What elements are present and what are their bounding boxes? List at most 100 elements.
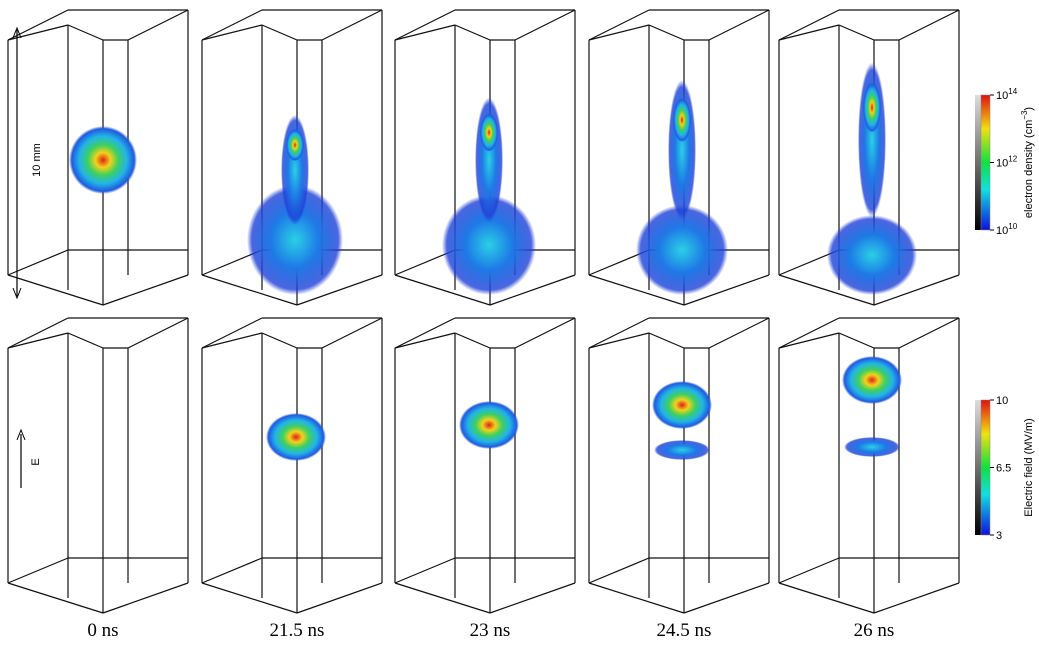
scale-label: 10 mm [31,143,43,177]
density-tip [863,83,881,133]
figure: 10 mm E 0 ns21.5 ns23 ns24.5 ns26 ns 101… [0,0,1039,645]
colorbar-label: electron density (cm−3) [1020,107,1035,218]
wire-edge [649,333,684,348]
wire-edge [455,25,490,40]
colorbar-tick-label: 1012 [996,155,1018,170]
colorbar-tick-label: 6.5 [996,463,1011,475]
colorbar [981,95,990,230]
tick-base: 10 [996,395,1008,407]
wire-edge [395,333,455,348]
field-lower [654,440,710,460]
wire-edge [8,318,68,348]
wire-edge [899,318,959,348]
wire-edge [128,10,188,40]
label-part: Electric field (MV/m) [1023,418,1035,516]
wire-edge [202,25,262,40]
time-label: 21.5 ns [270,620,325,641]
wire-edge [779,10,839,40]
time-label: 26 ns [854,620,895,641]
wire-edge [779,318,839,348]
wire-edge [395,318,455,348]
colorbar-label: Electric field (MV/m) [1023,418,1035,516]
colorbar-tick-label: 1010 [996,222,1018,237]
wire-edge [515,318,575,348]
density-tip [286,129,304,161]
wire-edge [8,275,103,305]
wire-edge [589,558,649,583]
tick-base: 6.5 [996,463,1011,475]
wire-edge [649,25,684,40]
wire-edge [684,583,769,613]
wire-edge [103,583,188,613]
field-blob [266,413,326,461]
wire-edge [262,25,297,40]
wire-edge [899,10,959,40]
wire-edge [779,333,839,348]
wire-edge [262,333,297,348]
tick-exp: 14 [1008,87,1017,96]
colorbar-alpha [975,95,981,230]
wire-edge [103,275,188,305]
time-label: 24.5 ns [657,620,712,641]
label-part: ) [1023,107,1035,111]
tick-base: 10 [996,90,1008,102]
wire-edge [68,25,103,40]
wire-edge [874,583,959,613]
tick-exp: 12 [1008,155,1017,164]
colorbar [981,400,990,535]
field-label: E [30,458,42,465]
wire-edge [779,583,874,613]
colorbar-tick-label: 3 [996,530,1002,542]
wire-edge [589,333,649,348]
time-labels: 0 ns 21.5 ns 23 ns 24.5 ns 26 ns [87,620,894,641]
wire-edge [202,318,262,348]
wire-edge [839,25,874,40]
wire-edge [8,583,103,613]
wire-edge [202,558,262,583]
label-part: electron density (cm [1023,120,1035,218]
field-lower [844,437,900,457]
wireframes [8,10,959,613]
field-blob [652,381,712,429]
colorbar-tick-label: 1014 [996,87,1018,102]
wire-edge [395,558,455,583]
wire-edge [490,583,575,613]
colorbar-tick-label: 10 [996,395,1008,407]
tick-exp: 10 [1008,222,1017,231]
density-head [827,215,917,295]
wire-edge [589,25,649,40]
wire-edge [202,583,297,613]
time-label: 23 ns [470,620,511,641]
wire-edge [128,318,188,348]
wire-edge [202,10,262,40]
tick-base: 10 [996,158,1008,170]
colorbar-alpha [975,400,981,535]
wire-edge [779,25,839,40]
wire-edge [589,318,649,348]
wire-edge [455,333,490,348]
wire-edge [322,10,382,40]
field-blob [459,401,519,449]
wire-edge [779,558,839,583]
wire-edge [202,333,262,348]
density-tip [673,98,691,142]
field-blob [842,356,902,404]
wire-edge [395,583,490,613]
wire-edge [68,333,103,348]
wire-edge [709,318,769,348]
wire-edge [297,583,382,613]
wire-edge [8,333,68,348]
wire-edge [589,10,649,40]
wire-edge [709,10,769,40]
tick-base: 3 [996,530,1002,542]
density-blob [69,126,137,194]
wire-edge [839,333,874,348]
wire-edge [515,10,575,40]
wire-edge [395,25,455,40]
wire-edge [589,583,684,613]
wire-edge [322,318,382,348]
tick-base: 10 [996,225,1008,237]
time-label: 0 ns [87,620,118,641]
wire-edge [395,10,455,40]
